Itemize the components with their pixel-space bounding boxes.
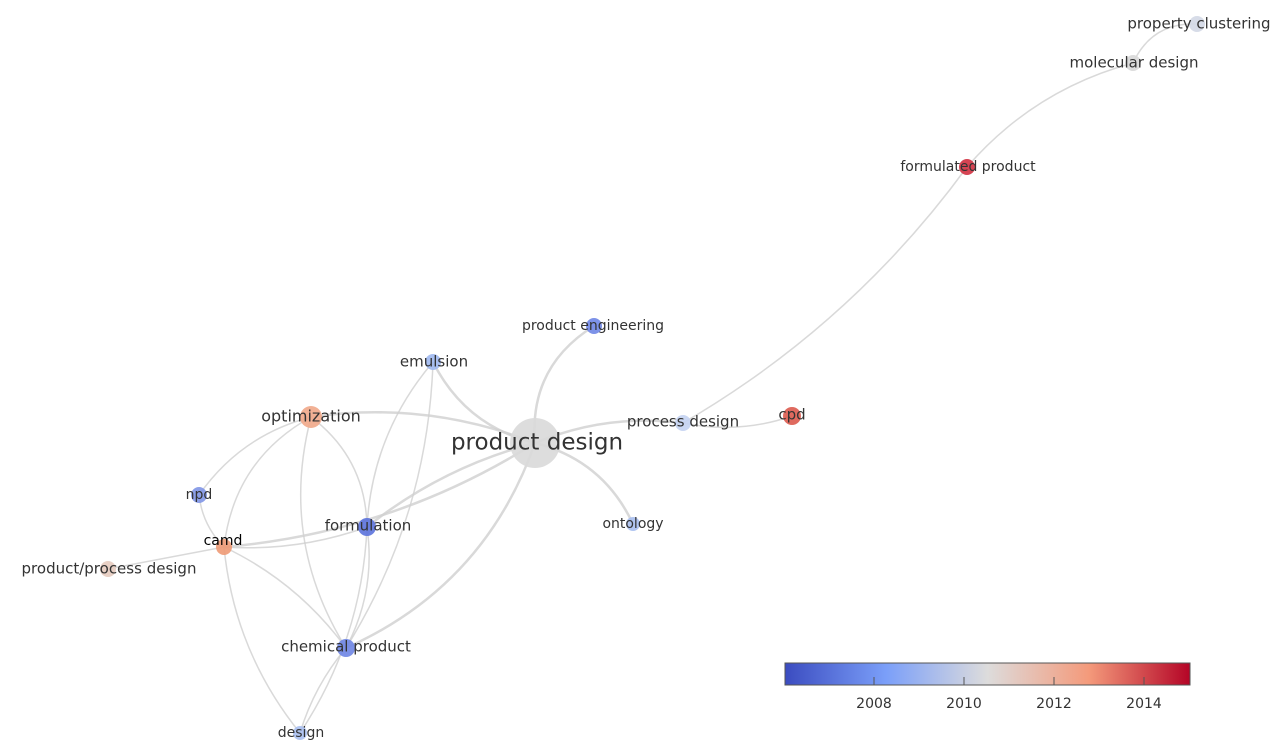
node [100,561,116,577]
edge [223,546,301,734]
node-label: formulation [325,517,412,535]
edge [966,62,1134,168]
node [586,318,602,334]
node-label: product engineering [522,318,664,334]
node-label: formulated product [900,159,1036,175]
node-label: npd [186,487,213,503]
edge [345,442,537,650]
node-label: process design [627,413,739,431]
node-label: design [278,725,324,741]
node-label: property clustering [1127,15,1270,33]
node [675,415,691,431]
legend-tick-label: 2012 [1036,696,1072,712]
node-label: emulsion [400,353,468,371]
edge [299,526,368,734]
node [293,726,307,740]
edge [345,361,434,649]
node-label: cpd [778,406,805,424]
node-label: chemical product [281,638,411,656]
edge [223,441,536,549]
legend-tick-label: 2014 [1126,696,1162,712]
node-label: molecular design [1070,54,1199,72]
edge [682,166,968,424]
edge [345,526,370,649]
legend-tick-label: 2010 [946,696,982,712]
node-label: optimization [261,407,361,426]
node-label: product design [451,430,623,456]
edge [299,647,347,734]
node [358,518,376,536]
color-bar [784,662,1191,686]
edges [107,23,1198,734]
node-label: camd [204,533,243,549]
node [1125,55,1141,71]
node [1189,16,1205,32]
node-label: product/process design [22,560,197,578]
node [300,406,322,428]
edge [198,416,312,496]
node [425,354,441,370]
edge [1132,23,1198,64]
color-legend: 2008 2010 2012 2014 [784,662,1191,712]
node [626,517,640,531]
edge [366,441,536,528]
edge [223,416,312,548]
node [337,639,355,657]
node [783,407,801,425]
edge [223,546,347,649]
node [216,539,232,555]
edge [223,526,368,549]
edge [366,361,434,528]
edge [682,415,793,429]
legend-tick-label: 2008 [856,696,892,712]
nodes: property clustering molecular design formu… [22,15,1271,741]
edge [107,546,225,570]
edge [310,416,368,528]
edge [299,416,347,649]
node-label: ontology [602,516,663,532]
node [191,487,207,503]
node [510,418,560,468]
edge [310,411,536,445]
node [959,159,975,175]
